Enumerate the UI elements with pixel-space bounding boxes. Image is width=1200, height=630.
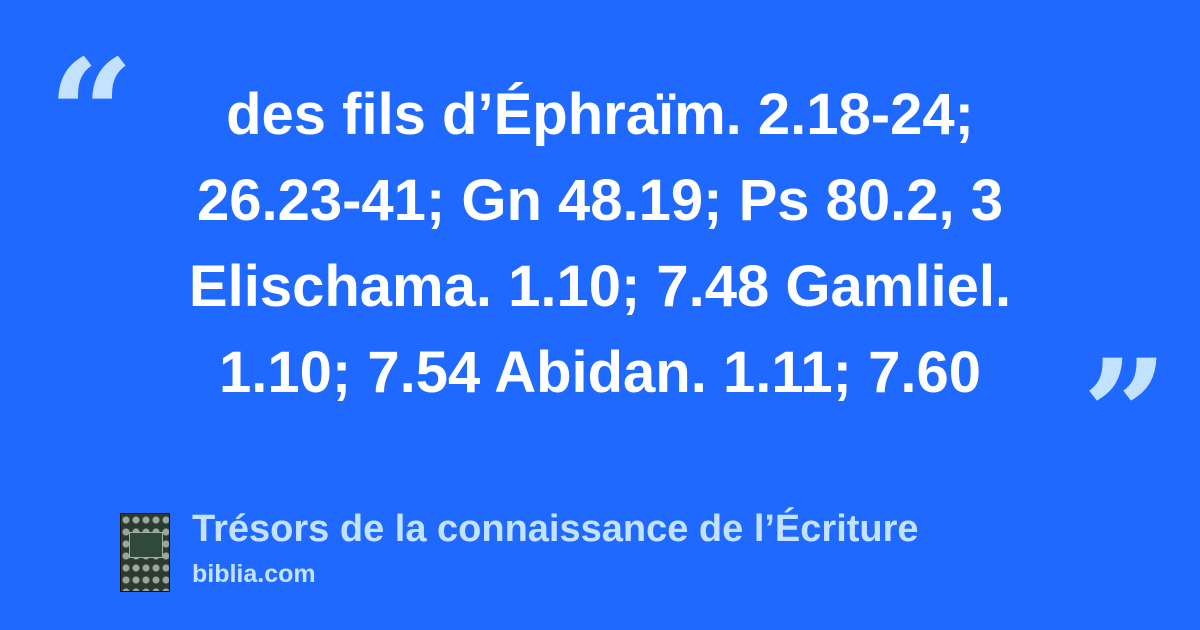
quote-line: Elischama. 1.10; 7.48 Gamliel. — [188, 254, 1012, 319]
quote-line: des fils d’Éphraïm. 2.18-24; — [226, 82, 974, 147]
open-quote-icon: “ — [48, 27, 135, 203]
close-quote-icon: ” — [1082, 327, 1169, 503]
cover-label — [129, 532, 163, 558]
quote-line: 1.10; 7.54 Abidan. 1.11; 7.60 — [219, 340, 981, 405]
source-site: biblia.com — [192, 560, 316, 588]
book-cover-icon — [120, 513, 170, 592]
quote-line: 26.23-41; Gn 48.19; Ps 80.2, 3 — [196, 168, 1004, 233]
quote-text: des fils d’Éphraïm. 2.18-24; 26.23-41; G… — [110, 72, 1090, 416]
source-title: Trésors de la connaissance de l’Écriture — [192, 508, 919, 550]
